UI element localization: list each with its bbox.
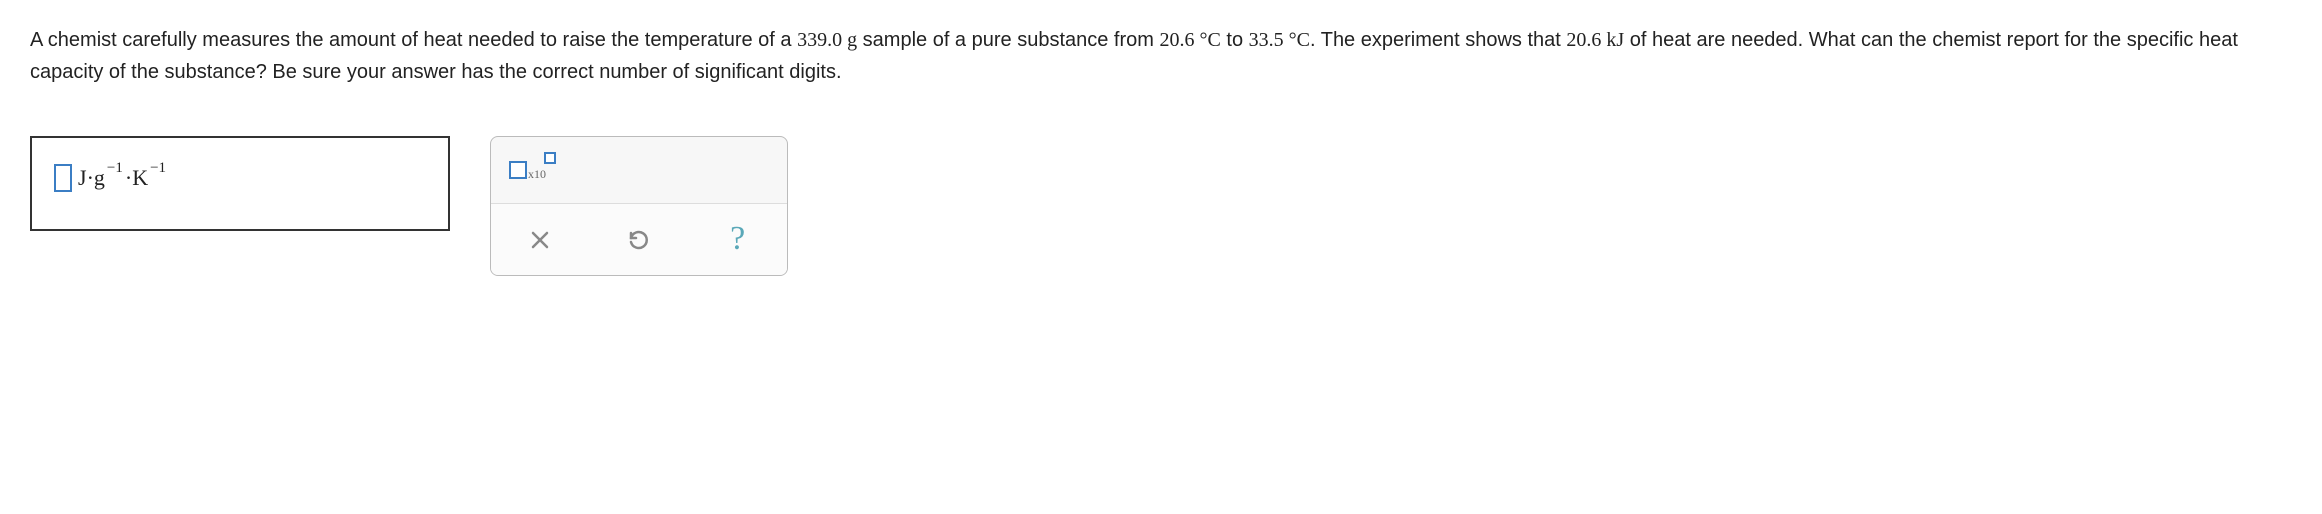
- unit-exp1: −1: [107, 156, 123, 180]
- problem-text: A chemist carefully measures the amount …: [30, 24, 2292, 88]
- answer-units: J · g −1 · K −1: [78, 160, 168, 195]
- answer-box: J · g −1 · K −1: [30, 136, 450, 231]
- sci-x10-label: x10: [528, 165, 546, 184]
- value-heat: 20.6 kJ: [1566, 29, 1624, 51]
- answer-input[interactable]: [54, 164, 72, 192]
- text-frag: sample of a pure substance from: [857, 29, 1159, 51]
- x-icon: [528, 228, 552, 252]
- unit-dot: ·: [87, 160, 94, 195]
- unit-g: g: [94, 160, 105, 195]
- text-frag: A chemist carefully measures the amount …: [30, 29, 797, 51]
- value-t1: 20.6 °C: [1159, 29, 1220, 51]
- unit-dot: ·: [125, 160, 132, 195]
- scientific-notation-button[interactable]: x10: [509, 155, 558, 184]
- question-icon: ?: [730, 212, 745, 266]
- input-row: J · g −1 · K −1 x10 ?: [30, 136, 2292, 276]
- help-button[interactable]: ?: [688, 204, 787, 275]
- clear-button[interactable]: [491, 204, 590, 275]
- reset-button[interactable]: [590, 204, 689, 275]
- undo-icon: [627, 228, 651, 252]
- text-frag: . The experiment shows that: [1310, 29, 1566, 51]
- unit-exp2: −1: [150, 156, 166, 180]
- value-t2: 33.5 °C: [1249, 29, 1310, 51]
- tool-panel: x10 ?: [490, 136, 788, 276]
- tool-top-row: x10: [491, 137, 787, 203]
- unit-j: J: [78, 160, 87, 195]
- unit-k: K: [132, 160, 148, 195]
- sci-base-box: [509, 161, 527, 179]
- text-frag: to: [1221, 29, 1249, 51]
- sci-exp-box: [544, 152, 556, 164]
- tool-bottom-row: ?: [491, 203, 787, 275]
- value-mass: 339.0 g: [797, 29, 857, 51]
